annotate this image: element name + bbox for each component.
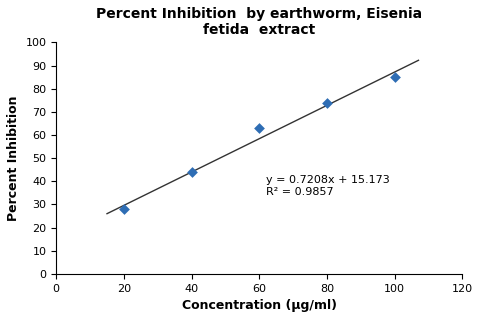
Point [188, 169, 195, 174]
Y-axis label: Percent Inhibition: Percent Inhibition [7, 95, 20, 221]
Point [255, 125, 263, 130]
Title: Percent Inhibition  by earthworm, Eisenia
fetida  extract: Percent Inhibition by earthworm, Eisenia… [96, 7, 422, 37]
X-axis label: Concentration (μg/ml): Concentration (μg/ml) [182, 299, 337, 312]
Text: y = 0.7208x + 15.173
R² = 0.9857: y = 0.7208x + 15.173 R² = 0.9857 [266, 175, 390, 197]
Point [120, 206, 128, 211]
Point [323, 100, 331, 105]
Point [391, 75, 398, 80]
